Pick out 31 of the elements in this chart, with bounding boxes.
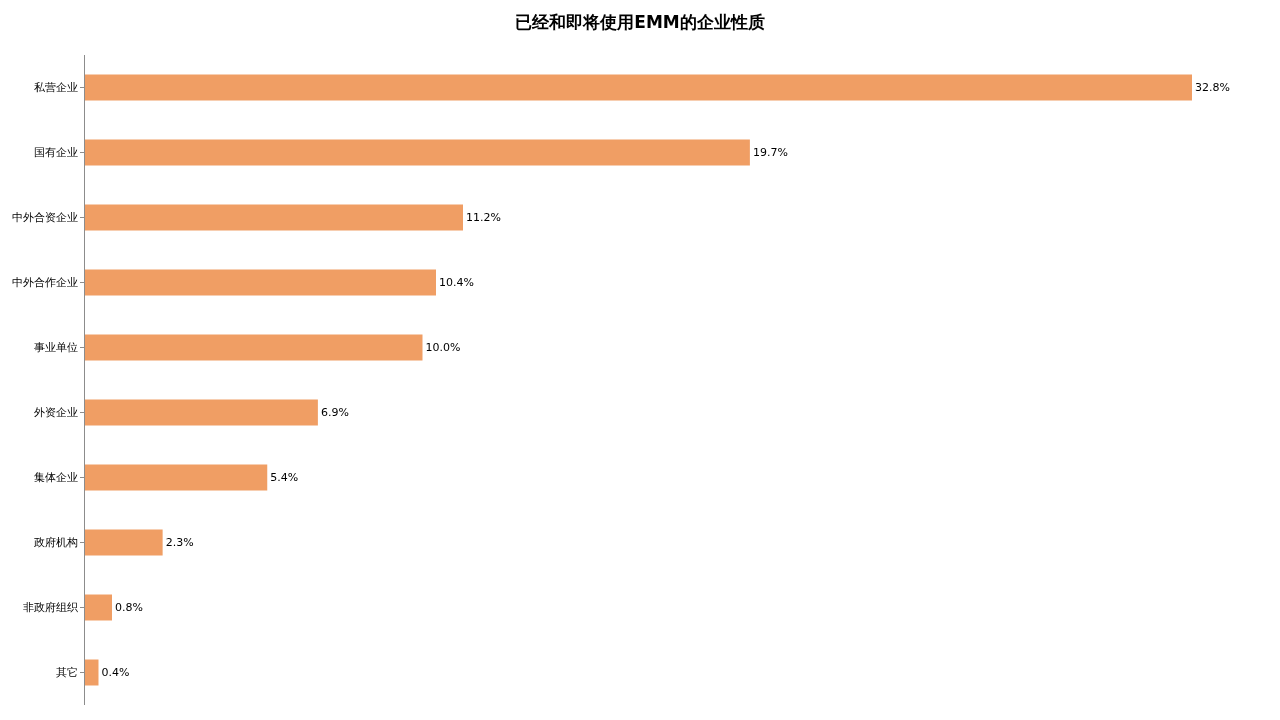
y-tick-label: 中外合作企业: [11, 276, 78, 290]
bar: [85, 594, 112, 621]
chart-title: 已经和即将使用EMM的企业性质: [515, 11, 765, 32]
bar: [85, 659, 99, 686]
bar: [85, 139, 750, 166]
y-tick-label: 外资企业: [33, 406, 78, 420]
y-tick-label: 中外合资企业: [11, 211, 78, 225]
bar: [85, 399, 318, 426]
data-label: 5.4%: [270, 471, 299, 484]
data-label: 19.7%: [752, 146, 788, 159]
y-tick-label: 其它: [55, 666, 78, 680]
bar: [85, 204, 463, 231]
data-label: 10.4%: [439, 276, 474, 289]
data-label: 0.8%: [115, 601, 143, 614]
y-tick-label: 集体企业: [33, 471, 78, 485]
data-label: 11.2%: [466, 211, 501, 224]
y-tick-label: 政府机构: [33, 536, 78, 550]
data-label: 10.0%: [425, 341, 461, 354]
bar: [85, 74, 1192, 101]
y-tick-label: 国有企业: [33, 146, 78, 160]
y-tick-label: 私营企业: [33, 81, 78, 95]
bar: [85, 464, 268, 491]
y-tick-label: 事业单位: [33, 341, 78, 355]
data-label: 6.9%: [320, 406, 349, 419]
bar: [85, 334, 423, 361]
data-label: 32.8%: [1195, 81, 1230, 94]
data-label: 0.4%: [101, 666, 130, 679]
bar: [85, 269, 436, 296]
bar: [85, 529, 163, 556]
y-tick-label: 非政府组织: [22, 601, 78, 615]
data-label: 2.3%: [165, 536, 194, 549]
